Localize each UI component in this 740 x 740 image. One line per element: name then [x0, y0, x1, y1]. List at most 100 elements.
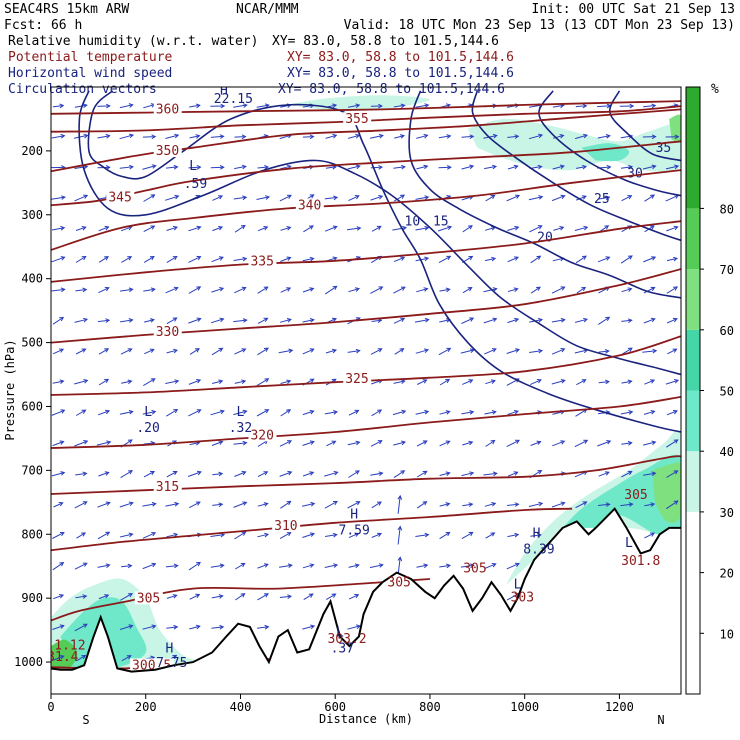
extremum-label: 7.75 — [156, 656, 187, 671]
circulation-vector — [211, 441, 223, 446]
circulation-vector — [348, 195, 360, 202]
vector-arrowhead — [515, 194, 521, 199]
circulation-vector — [53, 594, 64, 600]
vector-arrowhead — [105, 563, 111, 568]
vector-arrowhead — [241, 286, 247, 292]
circulation-vector — [166, 594, 177, 599]
vector-arrowhead — [264, 532, 270, 538]
wind-contour-20 — [408, 90, 681, 299]
vector-arrowhead — [400, 286, 406, 291]
vector-arrowhead — [422, 470, 428, 476]
vector-arrowhead — [59, 532, 65, 537]
vector-arrowhead — [218, 195, 224, 200]
y-tick-label: 600 — [21, 399, 43, 413]
vector-arrowhead — [583, 225, 589, 231]
vector-arrowhead — [651, 134, 657, 140]
vector-arrowhead — [149, 256, 155, 261]
circulation-vector — [188, 226, 201, 232]
vector-arrowhead — [446, 347, 452, 352]
circulation-vector — [348, 564, 359, 568]
theta-label-bg — [153, 480, 182, 494]
circulation-vector — [256, 104, 269, 108]
theta-contour-label: 315 — [156, 480, 179, 495]
vector-arrowhead — [240, 224, 246, 230]
circulation-vector — [52, 105, 64, 108]
vector-arrowhead — [674, 164, 680, 170]
y-tick-label: 400 — [21, 272, 43, 286]
circulation-vector — [324, 411, 338, 415]
vector-arrowhead — [174, 379, 180, 384]
circulation-vector — [325, 534, 337, 537]
extremum-label: 303 — [511, 590, 534, 605]
circulation-vector — [392, 410, 406, 416]
vector-arrowhead — [242, 318, 248, 323]
vector-arrowhead — [83, 379, 89, 384]
circulation-vector — [462, 287, 472, 294]
vector-arrowhead — [627, 379, 633, 385]
circulation-vector — [53, 502, 63, 508]
vector-arrowhead — [287, 470, 293, 476]
circulation-vector — [302, 410, 314, 416]
circulation-vector — [279, 564, 292, 568]
theta-label-bg — [134, 591, 163, 605]
vector-arrowhead — [560, 379, 566, 384]
vector-arrowhead — [172, 348, 179, 354]
theta-label-bg — [343, 112, 372, 126]
circulation-vector — [642, 165, 656, 170]
circulation-vector — [51, 256, 65, 263]
wind-contour-label: 15 — [433, 215, 449, 230]
circulation-vector — [257, 347, 269, 356]
vector-arrowhead — [265, 195, 271, 200]
vector-arrowhead — [219, 287, 225, 292]
extremum-label: H — [220, 84, 228, 99]
colorbar-segment — [686, 451, 700, 512]
vector-arrowhead — [60, 409, 66, 414]
circulation-vector — [484, 348, 497, 355]
circulation-vector — [348, 470, 360, 478]
circulation-vector — [257, 503, 268, 507]
vector-arrowhead — [605, 256, 611, 261]
y-tick-label: 700 — [21, 463, 43, 477]
vector-arrowhead — [628, 502, 634, 507]
circulation-vector — [234, 380, 246, 384]
vector-arrowhead — [490, 194, 496, 200]
field-wind-xy: XY= 83.0, 58.8 to 101.5,144.6 — [287, 66, 514, 81]
extremum-label: 31.4 — [47, 650, 78, 665]
circulation-vector — [188, 286, 201, 294]
circulation-vector — [461, 135, 474, 138]
rh-region-4 — [562, 454, 681, 537]
circulation-vector — [371, 225, 382, 232]
vector-arrowhead — [401, 409, 407, 415]
circulation-vector — [439, 564, 451, 568]
circulation-vector — [439, 288, 450, 292]
vector-arrowhead — [490, 439, 496, 445]
vector-arrowhead — [492, 164, 498, 170]
vector-arrowhead — [629, 103, 635, 109]
vector-arrowhead — [604, 225, 610, 230]
vector-arrowhead — [332, 225, 338, 230]
circulation-vector — [576, 286, 586, 294]
circulation-vector — [393, 166, 405, 169]
circulation-vector — [120, 348, 132, 355]
circulation-vector — [235, 593, 245, 601]
circulation-vector — [142, 411, 156, 415]
circulation-vector — [461, 411, 474, 415]
theta-contour-label: 330 — [156, 325, 179, 340]
circulation-vector — [143, 194, 155, 202]
y-tick-label: 1000 — [14, 655, 43, 669]
vector-arrowhead — [354, 532, 360, 537]
vector-arrowhead — [219, 624, 225, 630]
circulation-vector — [302, 471, 314, 477]
endpoint-left: S — [82, 713, 89, 727]
circulation-vector — [325, 349, 337, 354]
vector-arrowhead — [514, 532, 520, 538]
vector-arrowhead — [331, 348, 337, 354]
colorbar-tick-label: 70 — [720, 263, 734, 277]
theta-label-bg — [106, 190, 135, 204]
vector-arrowhead — [650, 286, 656, 292]
vector-arrowhead — [376, 501, 382, 506]
vector-arrowhead — [196, 409, 202, 414]
circulation-vector — [370, 166, 383, 169]
vector-arrowhead — [263, 317, 269, 322]
circulation-vector — [348, 594, 359, 600]
